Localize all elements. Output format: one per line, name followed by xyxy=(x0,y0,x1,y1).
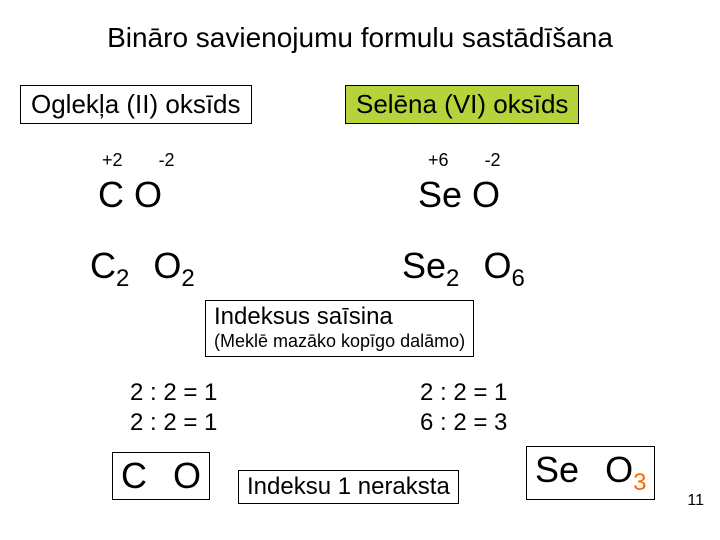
ratio-right: 2 : 2 = 1 6 : 2 = 3 xyxy=(420,378,507,438)
f2l-e1: C xyxy=(90,245,116,286)
f2r-s2: 6 xyxy=(511,265,524,292)
elem2-left: O xyxy=(134,174,162,215)
compound-name-left: Oglekļa (II) oksīds xyxy=(20,85,252,124)
final-formula-right: Se O3 xyxy=(526,446,655,500)
charge-left-1: +2 xyxy=(102,150,123,171)
ffr-e1: Se xyxy=(535,449,579,490)
f2r-e1: Se xyxy=(402,245,446,286)
ratio-right-2: 6 : 2 = 3 xyxy=(420,408,507,438)
ffl-e1: C xyxy=(121,455,147,496)
f2l-s1: 2 xyxy=(116,265,129,292)
note-simplify: Indeksus saīsina (Meklē mazāko kopīgo da… xyxy=(205,300,474,357)
f2r-e2: O xyxy=(483,245,511,286)
f2l-s2: 2 xyxy=(181,265,194,292)
formula1-right: SeO xyxy=(418,174,500,216)
ffr-s2: 3 xyxy=(633,469,646,496)
compound-name-right: Selēna (VI) oksīds xyxy=(345,85,579,124)
f2l-e2: O xyxy=(153,245,181,286)
charges-right: +6 -2 xyxy=(428,150,501,171)
slide-title: Bināro savienojumu formulu sastādīšana xyxy=(0,22,720,54)
ratio-right-1: 2 : 2 = 1 xyxy=(420,378,507,408)
final-formula-left: C O xyxy=(112,452,210,500)
page-number: 11 xyxy=(687,492,704,510)
charges-left: +2 -2 xyxy=(102,150,175,171)
ffl-e2: O xyxy=(173,455,201,496)
charge-right-2: -2 xyxy=(485,150,501,171)
elem2-right: O xyxy=(472,174,500,215)
f2r-s1: 2 xyxy=(446,265,459,292)
ffr-e2: O xyxy=(605,449,633,490)
note1-line2: (Meklē mazāko kopīgo dalāmo) xyxy=(214,331,465,352)
note1-line1: Indeksus saīsina xyxy=(214,303,465,331)
elem1-left: C xyxy=(98,174,124,215)
formula2-left: C2 O2 xyxy=(90,245,195,293)
note-index1: Indeksu 1 neraksta xyxy=(238,470,459,504)
formula2-right: Se2 O6 xyxy=(402,245,525,293)
elem1-right: Se xyxy=(418,174,462,215)
charge-left-2: -2 xyxy=(159,150,175,171)
charge-right-1: +6 xyxy=(428,150,449,171)
ratio-left-2: 2 : 2 = 1 xyxy=(130,408,217,438)
ratio-left-1: 2 : 2 = 1 xyxy=(130,378,217,408)
ratio-left: 2 : 2 = 1 2 : 2 = 1 xyxy=(130,378,217,438)
formula1-left: CO xyxy=(98,174,162,216)
